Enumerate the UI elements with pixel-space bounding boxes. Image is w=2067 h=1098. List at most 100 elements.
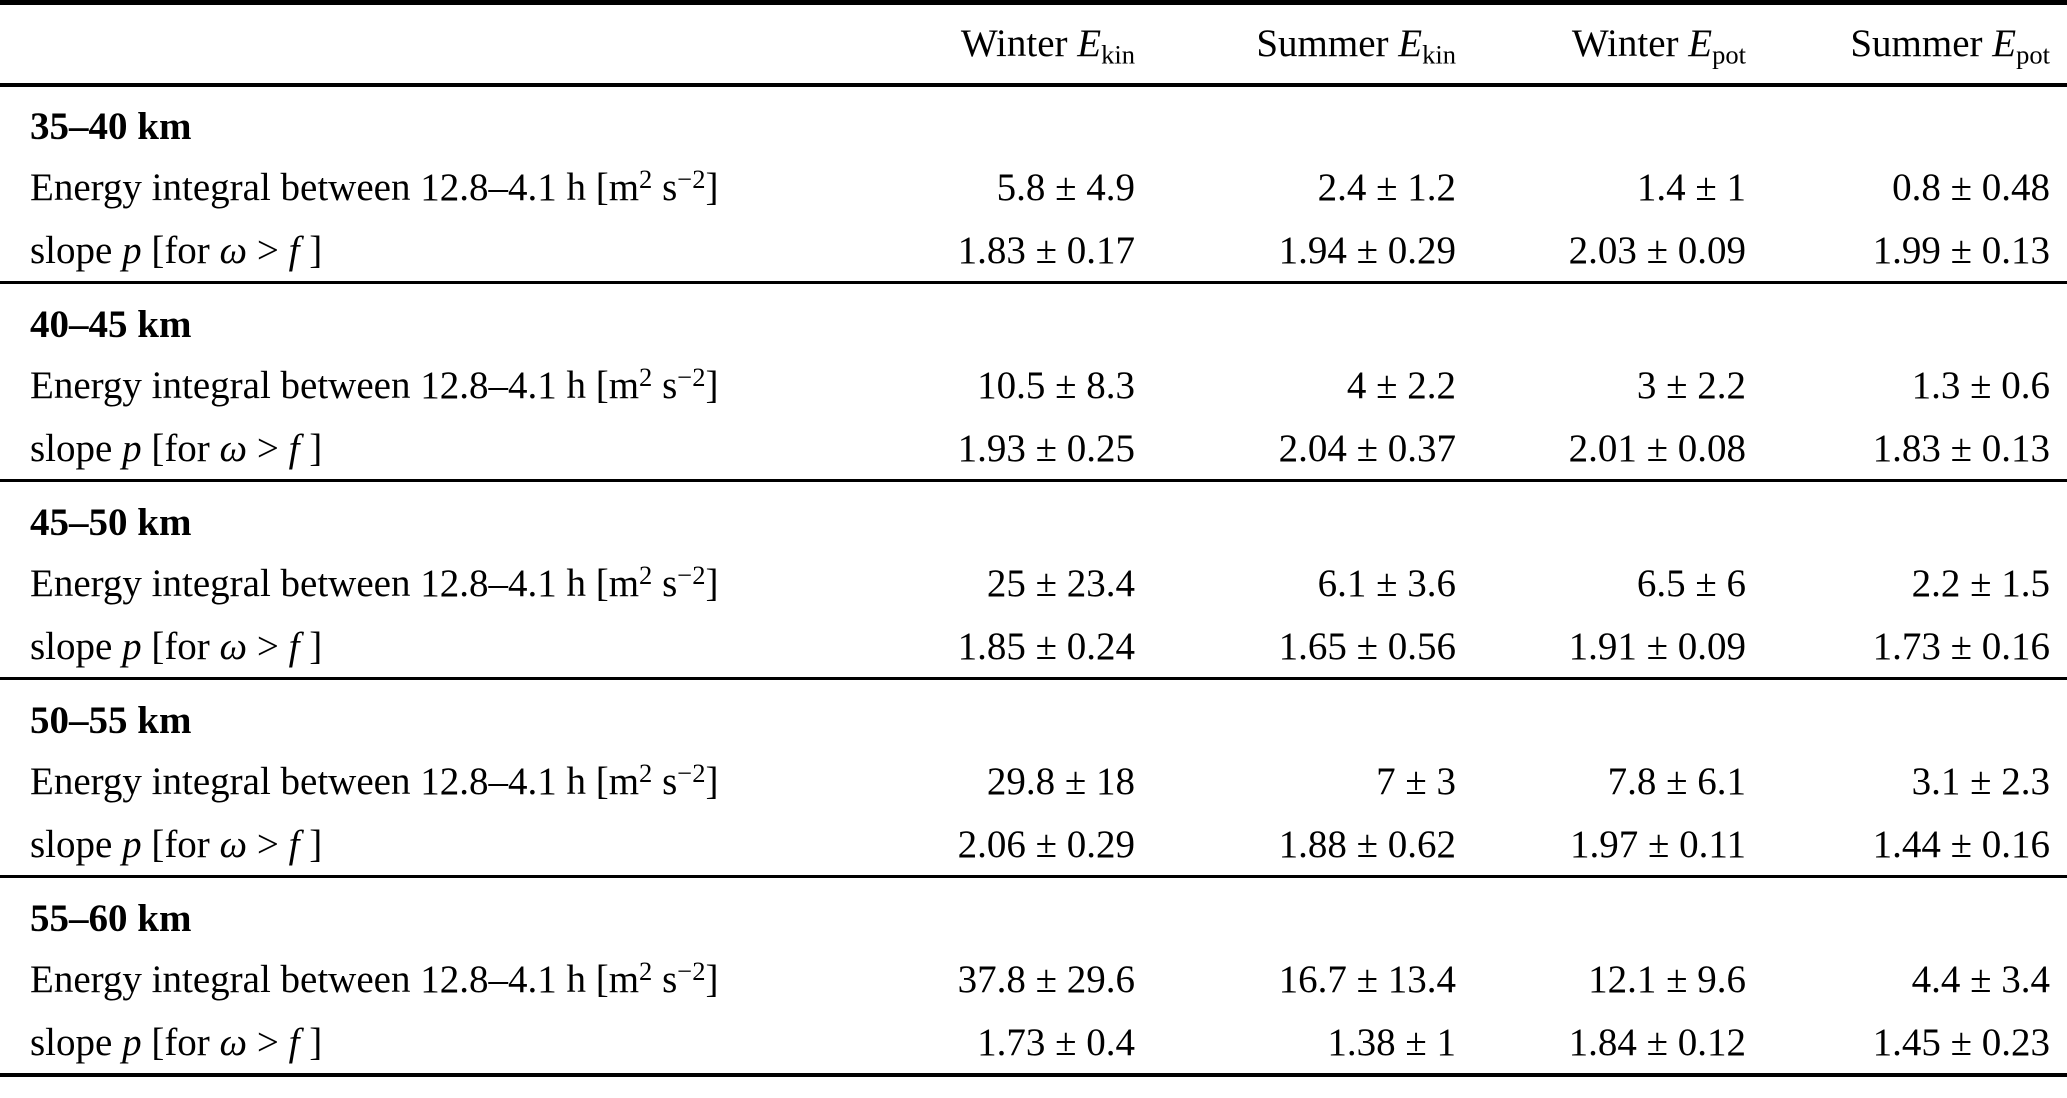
table-section-50-55km: 50–55 km Energy integral between 12.8–4.…: [0, 679, 2067, 877]
value-cell: 1.65 ± 0.56: [1278, 625, 1456, 669]
value-cell: 1.99 ± 0.13: [1872, 229, 2050, 273]
label-text: s: [652, 364, 678, 407]
value-cell: 10.5 ± 8.3: [977, 364, 1135, 407]
value-cell: 16.7 ± 13.4: [1278, 958, 1456, 1001]
column-header-summer-epot: Summer Epot: [1763, 3, 2067, 85]
row-label-column-header: [0, 3, 907, 85]
section-header-row: 40–45 km: [0, 283, 2067, 353]
label-text: slope: [30, 427, 113, 471]
empty-cell: [1763, 85, 2067, 155]
label-text: [for: [151, 427, 210, 471]
label-text: s: [652, 958, 678, 1001]
math-symbol-f: f: [288, 625, 300, 669]
math-symbol-p: p: [122, 1021, 142, 1064]
empty-cell: [1763, 679, 2067, 749]
table-section-45-50km: 45–50 km Energy integral between 12.8–4.…: [0, 481, 2067, 679]
superscript: −2: [677, 164, 706, 195]
value-cell: 1.4 ± 1: [1636, 166, 1746, 209]
math-symbol-f: f: [288, 1021, 300, 1064]
label-text: ]: [309, 1021, 323, 1064]
label-text: Energy integral between 12.8–4.1 h [m: [30, 958, 640, 1001]
label-text: slope: [30, 229, 113, 273]
greater-than-sign: >: [256, 1021, 279, 1064]
empty-cell: [1473, 877, 1763, 947]
empty-cell: [907, 283, 1152, 353]
label-text: [for: [151, 229, 210, 273]
label-text: slope: [30, 823, 113, 867]
energy-integral-row: Energy integral between 12.8–4.1 h [m2 s…: [0, 749, 2067, 815]
slope-row-label: slope p [for ω > f ]: [0, 617, 907, 679]
empty-cell: [1152, 85, 1473, 155]
value-cell: 1.94 ± 0.29: [1278, 229, 1456, 273]
label-text: ]: [309, 427, 323, 471]
table-section-40-45km: 40–45 km Energy integral between 12.8–4.…: [0, 283, 2067, 481]
value-cell: 1.88 ± 0.62: [1278, 823, 1456, 867]
table-section-35-40km: 35–40 km Energy integral between 12.8–4.…: [0, 85, 2067, 283]
slope-row: slope p [for ω > f ] 1.85 ± 0.24 1.65 ± …: [0, 617, 2067, 679]
value-cell: 3 ± 2.2: [1636, 364, 1746, 407]
energy-integral-row: Energy integral between 12.8–4.1 h [m2 s…: [0, 551, 2067, 617]
label-text: slope: [30, 1021, 113, 1064]
empty-cell: [907, 679, 1152, 749]
math-symbol-f: f: [288, 823, 300, 867]
superscript: 2: [639, 758, 653, 789]
table-header: Winter Ekin Summer Ekin Winter Epot Summ…: [0, 3, 2067, 85]
empty-cell: [1152, 283, 1473, 353]
altitude-label: 50–55 km: [30, 698, 192, 742]
header-row: Winter Ekin Summer Ekin Winter Epot Summ…: [0, 3, 2067, 85]
empty-cell: [1763, 877, 2067, 947]
value-cell: 1.84 ± 0.12: [1568, 1021, 1746, 1064]
season-label: Winter: [960, 22, 1068, 66]
slope-row: slope p [for ω > f ] 1.93 ± 0.25 2.04 ± …: [0, 419, 2067, 481]
value-cell: 1.83 ± 0.17: [957, 229, 1135, 273]
greater-than-sign: >: [256, 229, 279, 273]
label-text: slope: [30, 625, 113, 669]
empty-cell: [907, 85, 1152, 155]
energy-row-label: Energy integral between 12.8–4.1 h [m2 s…: [0, 947, 907, 1013]
math-symbol-p: p: [122, 625, 142, 669]
empty-cell: [1473, 283, 1763, 353]
value-cell: 1.38 ± 1: [1327, 1021, 1456, 1064]
label-text: ]: [309, 625, 323, 669]
greater-than-sign: >: [256, 823, 279, 867]
superscript: 2: [639, 164, 653, 195]
section-header-row: 45–50 km: [0, 481, 2067, 551]
slope-row-label: slope p [for ω > f ]: [0, 221, 907, 283]
empty-cell: [1763, 283, 2067, 353]
value-cell: 4 ± 2.2: [1346, 364, 1456, 407]
label-text: ]: [705, 364, 719, 407]
label-text: Energy integral between 12.8–4.1 h [m: [30, 760, 640, 803]
superscript: 2: [639, 956, 653, 987]
empty-cell: [1152, 481, 1473, 551]
label-text: [for: [151, 823, 210, 867]
math-symbol-f: f: [288, 427, 300, 471]
label-text: [for: [151, 625, 210, 669]
value-cell: 2.01 ± 0.08: [1568, 427, 1746, 471]
slope-row: slope p [for ω > f ] 1.73 ± 0.4 1.38 ± 1…: [0, 1013, 2067, 1075]
altitude-label: 45–50 km: [30, 500, 192, 544]
energy-row-label: Energy integral between 12.8–4.1 h [m2 s…: [0, 155, 907, 221]
value-cell: 6.1 ± 3.6: [1317, 562, 1456, 605]
empty-cell: [1152, 877, 1473, 947]
superscript: −2: [677, 362, 706, 393]
slope-row: slope p [for ω > f ] 1.83 ± 0.17 1.94 ± …: [0, 221, 2067, 283]
label-text: ]: [705, 166, 719, 209]
slope-row: slope p [for ω > f ] 2.06 ± 0.29 1.88 ± …: [0, 815, 2067, 877]
label-text: ]: [309, 823, 323, 867]
subscript-pot: pot: [2016, 39, 2050, 70]
empty-cell: [907, 877, 1152, 947]
section-header-row: 35–40 km: [0, 85, 2067, 155]
math-symbol-omega: ω: [219, 229, 248, 273]
value-cell: 29.8 ± 18: [986, 760, 1135, 803]
value-cell: 1.45 ± 0.23: [1872, 1021, 2050, 1064]
label-text: ]: [705, 760, 719, 803]
math-symbol-E: E: [1077, 22, 1102, 66]
superscript: −2: [677, 560, 706, 591]
slope-row-label: slope p [for ω > f ]: [0, 419, 907, 481]
value-cell: 1.85 ± 0.24: [957, 625, 1135, 669]
subscript-pot: pot: [1712, 39, 1746, 70]
value-cell: 0.8 ± 0.48: [1892, 166, 2050, 209]
math-symbol-E: E: [1398, 22, 1423, 66]
column-header-winter-epot: Winter Epot: [1473, 3, 1763, 85]
